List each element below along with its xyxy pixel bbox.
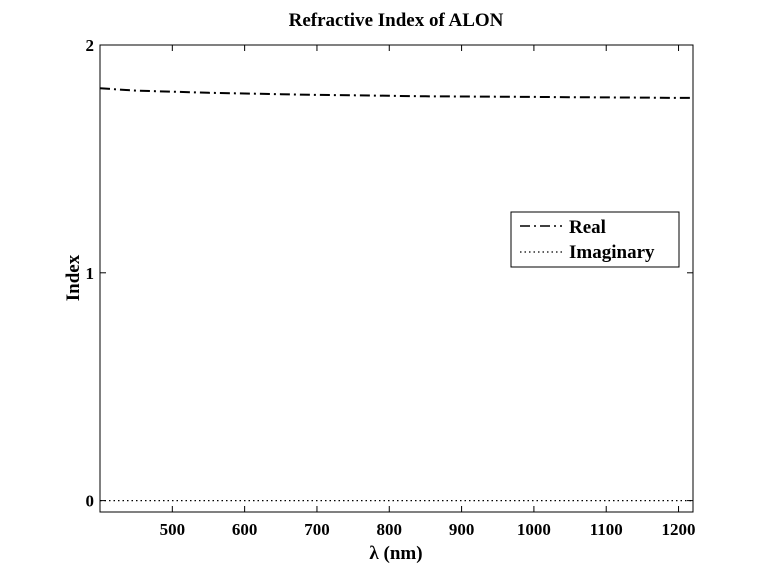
chart-title: Refractive Index of ALON: [289, 10, 504, 31]
x-tick-label: 1100: [590, 520, 623, 539]
x-tick-label: 600: [232, 520, 258, 539]
series-line-real: [99, 87, 693, 99]
legend-box: [510, 211, 680, 268]
plot-area-frame: [99, 44, 694, 513]
x-tick-label: 1000: [517, 520, 551, 539]
x-axis-ticks: 500 600 700 800 900 1000 1100 1200: [160, 45, 696, 539]
y-tick-label: 0: [86, 492, 95, 511]
x-tick-label: 800: [377, 520, 403, 539]
x-tick-label: 700: [304, 520, 330, 539]
y-axis-label: Index: [63, 254, 84, 301]
x-tick-label: 500: [160, 520, 186, 539]
legend-label-imaginary: Imaginary: [569, 242, 655, 263]
x-tick-label: 1200: [662, 520, 696, 539]
series-group: [99, 87, 693, 502]
x-axis-label: λ (nm): [369, 543, 422, 564]
x-tick-label: 900: [449, 520, 475, 539]
legend: Real Imaginary: [510, 211, 680, 268]
legend-label-real: Real: [569, 217, 606, 238]
y-tick-label: 2: [86, 36, 95, 55]
y-tick-label: 1: [86, 264, 95, 283]
